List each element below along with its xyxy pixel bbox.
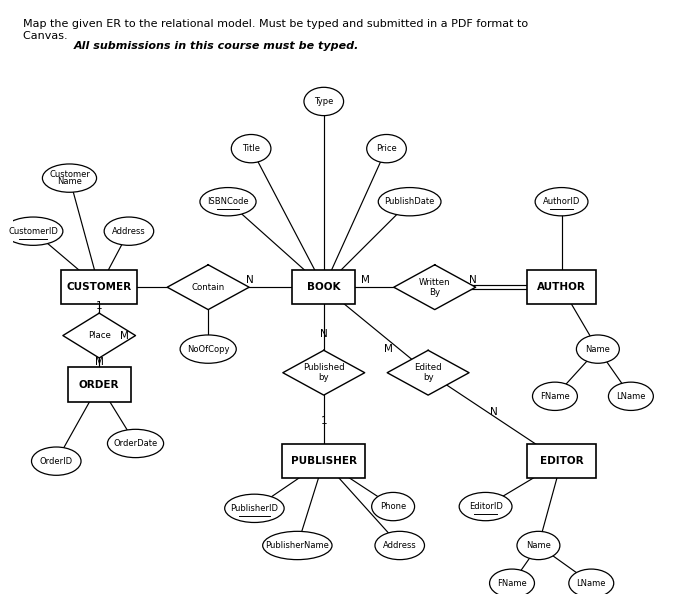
Text: Customer: Customer bbox=[49, 170, 90, 179]
Ellipse shape bbox=[576, 335, 619, 363]
Text: FName: FName bbox=[540, 392, 570, 401]
Text: N: N bbox=[320, 329, 327, 340]
Text: Price: Price bbox=[376, 144, 397, 153]
Text: CUSTOMER: CUSTOMER bbox=[66, 282, 132, 292]
Text: Place: Place bbox=[87, 331, 111, 340]
Text: Address: Address bbox=[383, 541, 416, 550]
Text: Name: Name bbox=[585, 344, 610, 353]
Text: LName: LName bbox=[576, 579, 606, 588]
Ellipse shape bbox=[304, 87, 344, 115]
Text: Published
by: Published by bbox=[303, 363, 344, 382]
Ellipse shape bbox=[517, 532, 560, 560]
Polygon shape bbox=[394, 265, 476, 310]
Text: OrderDate: OrderDate bbox=[113, 439, 158, 448]
Ellipse shape bbox=[231, 135, 271, 163]
Text: 1: 1 bbox=[96, 301, 102, 311]
Text: M: M bbox=[384, 344, 393, 354]
Text: EditorID: EditorID bbox=[468, 502, 502, 511]
Text: Edited
by: Edited by bbox=[414, 363, 442, 382]
Ellipse shape bbox=[104, 217, 154, 245]
Text: OrderID: OrderID bbox=[40, 457, 73, 466]
Ellipse shape bbox=[532, 382, 578, 410]
Text: ISBNCode: ISBNCode bbox=[207, 197, 249, 206]
Ellipse shape bbox=[375, 532, 424, 560]
Ellipse shape bbox=[372, 492, 414, 521]
Text: N: N bbox=[246, 274, 254, 285]
Ellipse shape bbox=[535, 188, 588, 216]
Ellipse shape bbox=[107, 429, 163, 457]
FancyBboxPatch shape bbox=[527, 444, 596, 478]
Text: N: N bbox=[490, 407, 498, 417]
Text: Name: Name bbox=[57, 178, 82, 187]
Text: Name: Name bbox=[526, 541, 551, 550]
Text: Phone: Phone bbox=[380, 502, 406, 511]
FancyBboxPatch shape bbox=[283, 444, 365, 478]
Ellipse shape bbox=[367, 135, 406, 163]
Ellipse shape bbox=[569, 569, 614, 597]
Text: CustomerID: CustomerID bbox=[8, 227, 58, 236]
Text: M: M bbox=[361, 274, 370, 285]
Text: PublisherName: PublisherName bbox=[265, 541, 330, 550]
FancyBboxPatch shape bbox=[527, 270, 596, 304]
Text: AuthorID: AuthorID bbox=[543, 197, 580, 206]
Text: PublishDate: PublishDate bbox=[384, 197, 435, 206]
Text: M: M bbox=[120, 331, 129, 340]
Ellipse shape bbox=[224, 494, 284, 523]
Text: Written
By: Written By bbox=[419, 277, 451, 297]
Text: Type: Type bbox=[314, 97, 334, 106]
Text: Map the given ER to the relational model. Must be typed and submitted in a PDF f: Map the given ER to the relational model… bbox=[23, 19, 528, 41]
Ellipse shape bbox=[43, 164, 96, 193]
Text: LName: LName bbox=[616, 392, 645, 401]
Text: AUTHOR: AUTHOR bbox=[537, 282, 586, 292]
Ellipse shape bbox=[378, 188, 441, 216]
Text: Address: Address bbox=[112, 227, 146, 236]
Ellipse shape bbox=[200, 188, 256, 216]
Ellipse shape bbox=[180, 335, 236, 363]
Text: EDITOR: EDITOR bbox=[540, 456, 583, 466]
Ellipse shape bbox=[490, 569, 534, 597]
Ellipse shape bbox=[459, 492, 512, 521]
FancyBboxPatch shape bbox=[61, 270, 137, 304]
Text: Contain: Contain bbox=[192, 283, 225, 292]
Ellipse shape bbox=[262, 532, 332, 560]
Polygon shape bbox=[387, 350, 469, 395]
Text: PUBLISHER: PUBLISHER bbox=[291, 456, 357, 466]
Polygon shape bbox=[167, 265, 249, 310]
Polygon shape bbox=[63, 313, 136, 358]
Text: 1: 1 bbox=[321, 416, 327, 426]
Text: BOOK: BOOK bbox=[307, 282, 340, 292]
Text: FName: FName bbox=[497, 579, 527, 588]
Polygon shape bbox=[283, 350, 365, 395]
Text: N: N bbox=[468, 274, 476, 285]
Ellipse shape bbox=[31, 447, 81, 475]
FancyBboxPatch shape bbox=[68, 367, 131, 402]
Text: ORDER: ORDER bbox=[79, 380, 119, 389]
Text: PublisherID: PublisherID bbox=[231, 504, 279, 513]
Ellipse shape bbox=[608, 382, 654, 410]
Text: M: M bbox=[95, 357, 104, 367]
Text: All submissions in this course must be typed.: All submissions in this course must be t… bbox=[73, 41, 359, 51]
FancyBboxPatch shape bbox=[292, 270, 355, 304]
Text: NoOfCopy: NoOfCopy bbox=[187, 344, 229, 353]
Text: Title: Title bbox=[242, 144, 260, 153]
Ellipse shape bbox=[3, 217, 63, 245]
